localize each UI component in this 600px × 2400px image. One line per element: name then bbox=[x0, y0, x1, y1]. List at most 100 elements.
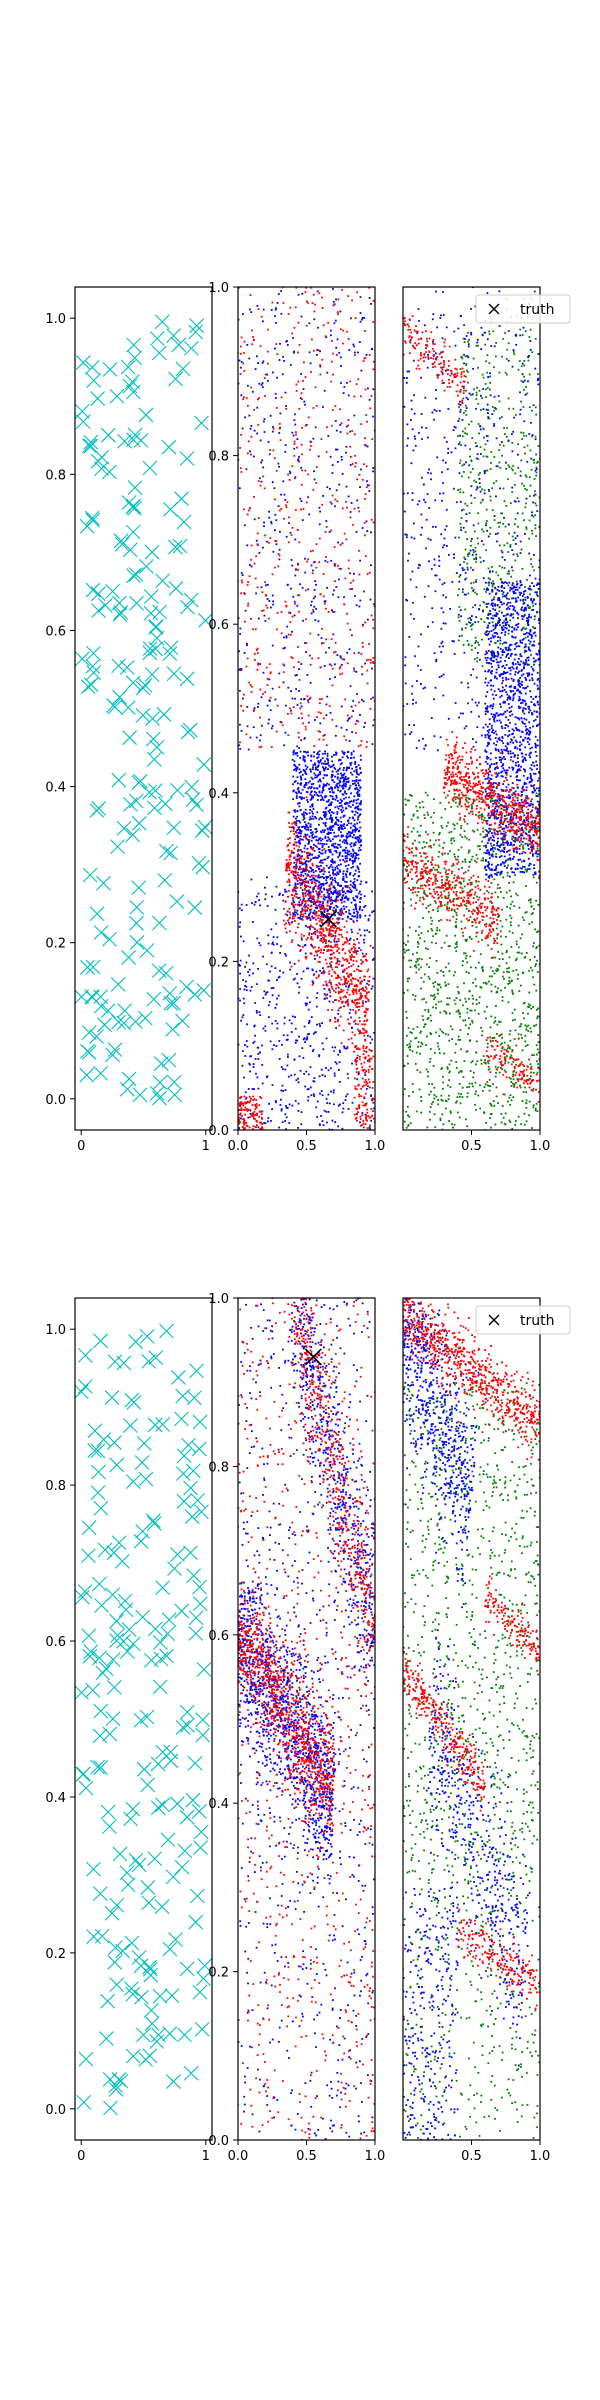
scatter-point bbox=[306, 851, 308, 854]
scatter-point bbox=[358, 990, 360, 992]
scatter-point bbox=[324, 850, 327, 852]
scatter-point bbox=[345, 445, 348, 448]
scatter-point bbox=[353, 1113, 356, 1116]
scatter-point bbox=[352, 343, 355, 346]
scatter-point bbox=[347, 718, 350, 720]
scatter-point bbox=[291, 822, 294, 825]
scatter-point bbox=[312, 836, 315, 839]
scatter-point bbox=[335, 784, 338, 787]
scatter-point bbox=[453, 824, 456, 827]
scatter-point bbox=[363, 1097, 366, 1100]
scatter-point bbox=[295, 830, 298, 833]
scatter-point bbox=[339, 328, 342, 331]
scatter-point bbox=[433, 1113, 436, 1116]
scatter-point bbox=[257, 423, 260, 426]
scatter-point bbox=[340, 726, 343, 729]
scatter-point bbox=[248, 357, 251, 360]
scatter-point bbox=[410, 959, 413, 962]
scatter-point bbox=[260, 1110, 263, 1113]
scatter-point bbox=[252, 628, 254, 631]
scatter-point bbox=[332, 1001, 335, 1004]
scatter-point bbox=[417, 945, 419, 948]
scatter-point bbox=[303, 784, 306, 786]
scatter-point bbox=[281, 1121, 284, 1124]
scatter-point bbox=[445, 875, 448, 878]
y-tick-label: 0.2 bbox=[45, 937, 66, 952]
scatter-point bbox=[360, 988, 363, 990]
scatter-point bbox=[149, 1086, 165, 1101]
scatter-point bbox=[112, 689, 127, 705]
scatter-point bbox=[369, 1057, 371, 1060]
scatter-point bbox=[329, 865, 332, 868]
scatter-point bbox=[337, 313, 339, 315]
scatter-point bbox=[142, 645, 158, 661]
scatter-point bbox=[366, 445, 369, 448]
scatter-point bbox=[412, 813, 415, 816]
scatter-point bbox=[324, 823, 327, 826]
scatter-point bbox=[351, 1031, 354, 1034]
scatter-point bbox=[337, 298, 340, 301]
scatter-point bbox=[288, 842, 291, 844]
scatter-point bbox=[330, 933, 333, 936]
scatter-point bbox=[345, 895, 347, 898]
scatter-point bbox=[323, 909, 326, 912]
scatter-point bbox=[330, 638, 333, 640]
scatter-point bbox=[249, 1063, 251, 1066]
scatter-point bbox=[350, 832, 352, 835]
scatter-point bbox=[275, 540, 278, 542]
scatter-point bbox=[240, 903, 243, 906]
scatter-point bbox=[315, 608, 317, 610]
y-tick-label: 0.6 bbox=[208, 618, 229, 633]
scatter-point bbox=[352, 800, 355, 803]
scatter-point bbox=[268, 718, 270, 721]
scatter-point bbox=[365, 881, 368, 884]
scatter-point bbox=[310, 783, 313, 786]
scatter-point bbox=[303, 817, 306, 820]
scatter-point bbox=[319, 1025, 321, 1027]
scatter-point bbox=[248, 954, 250, 957]
scatter-point bbox=[295, 568, 297, 570]
scatter-point bbox=[350, 757, 352, 759]
scatter-point bbox=[266, 598, 269, 600]
scatter-point bbox=[357, 965, 360, 968]
scatter-point bbox=[328, 811, 331, 814]
scatter-point bbox=[321, 762, 323, 765]
scatter-point bbox=[329, 874, 331, 877]
scatter-point bbox=[353, 1034, 356, 1036]
scatter-point bbox=[335, 943, 337, 946]
scatter-point bbox=[444, 871, 447, 874]
scatter-point bbox=[318, 876, 321, 879]
scatter-point bbox=[351, 999, 353, 1002]
scatter-point bbox=[278, 894, 281, 896]
scatter-point bbox=[321, 907, 324, 910]
scatter-point bbox=[246, 513, 249, 516]
scatter-point bbox=[171, 337, 187, 353]
scatter-point bbox=[363, 1029, 366, 1032]
scatter-point bbox=[364, 534, 366, 537]
scatter-point bbox=[307, 826, 310, 829]
scatter-point bbox=[336, 960, 339, 962]
scatter-point bbox=[294, 915, 296, 917]
scatter-point bbox=[295, 896, 298, 898]
scatter-point bbox=[238, 1127, 240, 1129]
scatter-point bbox=[326, 928, 328, 931]
scatter-point bbox=[238, 1118, 240, 1121]
scatter-point bbox=[358, 474, 361, 476]
scatter-point bbox=[506, 906, 509, 908]
scatter-point bbox=[420, 987, 422, 990]
scatter-point bbox=[340, 820, 343, 823]
scatter-point bbox=[327, 888, 330, 891]
scatter-point bbox=[406, 799, 409, 802]
scatter-point bbox=[354, 465, 357, 468]
scatter-point bbox=[307, 714, 310, 717]
scatter-point bbox=[293, 874, 295, 877]
scatter-point bbox=[279, 892, 281, 895]
scatter-point bbox=[353, 667, 355, 670]
scatter-point bbox=[294, 884, 297, 886]
scatter-point bbox=[300, 878, 303, 881]
scatter-point bbox=[427, 910, 430, 913]
scatter-point bbox=[264, 886, 266, 889]
scatter-point bbox=[335, 725, 338, 728]
scatter-point bbox=[290, 871, 293, 874]
scatter-point bbox=[372, 467, 375, 469]
